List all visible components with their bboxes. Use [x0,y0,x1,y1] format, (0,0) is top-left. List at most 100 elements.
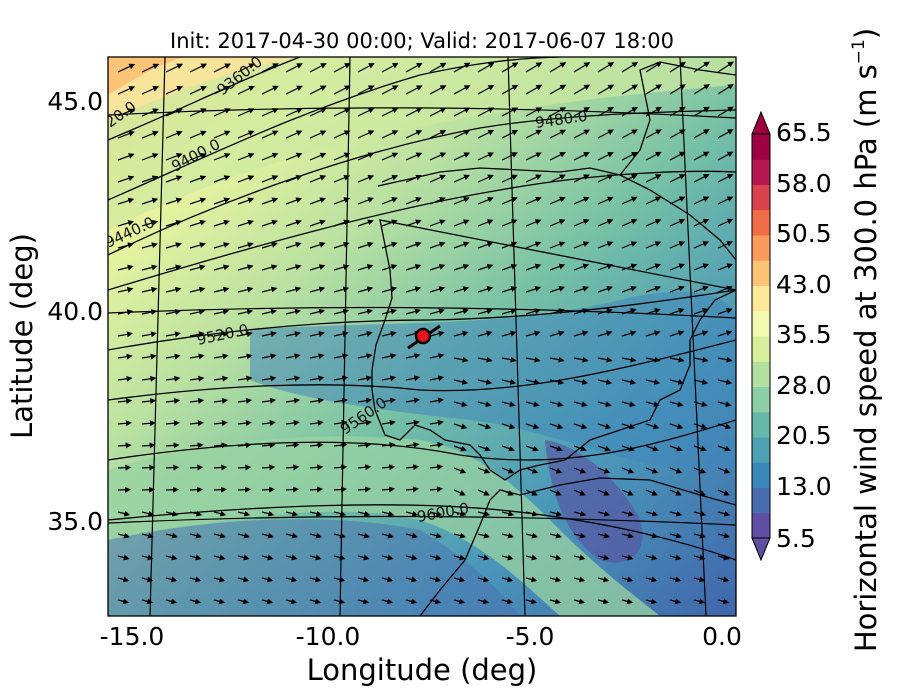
wind-vector [333,353,349,360]
wind-vector [333,464,348,471]
wind-vector [117,532,130,539]
colorbar-segment [752,361,770,387]
wind-vector [357,532,370,539]
wind-vector [525,554,538,561]
y-tick-label: 40.0 [47,297,103,326]
wind-vector [189,598,202,605]
wind-vector [501,263,518,271]
wind-vector [621,532,634,539]
wind-vector [117,63,136,73]
colorbar [751,110,771,562]
wind-vector [477,330,493,337]
wind-vector [573,532,586,539]
wind-vector [189,219,207,227]
wind-vector [669,378,685,385]
wind-vector [261,397,277,404]
wind-vector [165,86,183,95]
wind-vector [189,510,203,517]
wind-vector [501,174,518,183]
colorbar-label-superscript: −1 [849,39,869,64]
wind-vector [165,242,182,249]
wind-vector [405,510,419,517]
wind-vector [333,532,346,539]
wind-vector [309,554,322,561]
wind-vector [213,598,226,605]
colorbar-segment [752,437,770,463]
wind-vector [237,598,250,605]
low-wind-sw [108,519,520,616]
wind-vector [165,286,182,293]
wind-vector [117,286,134,293]
y-tick-label: 45.0 [47,87,103,116]
wind-vector [237,219,254,227]
wind-vector [717,218,734,227]
wind-vector [621,61,639,73]
wind-vector [261,197,279,205]
wind-vector [141,598,154,605]
wind-vector [453,330,469,337]
wind-vector [429,532,442,539]
wind-vector [573,576,586,583]
colorbar-label-end: ) [849,28,883,39]
wind-vector [381,554,394,561]
wind-vector [213,554,226,561]
wind-vector [189,442,204,449]
wind-vector [285,486,299,493]
wind-vector [453,219,470,227]
wind-vector [693,174,710,183]
wind-vector [381,486,395,493]
wind-vector [717,84,734,95]
wind-vector [693,241,710,249]
wind-vector [213,264,230,271]
colorbar-tick-label: 5.5 [776,524,816,553]
wind-vector [117,86,136,95]
wind-vector [189,464,204,471]
x-tick-label: -15.0 [100,622,165,651]
wind-vector [189,130,207,139]
wind-vector [381,308,397,315]
wind-vector [573,308,589,315]
wind-vector [453,152,471,161]
wind-vector [381,286,398,293]
wind-vector [549,308,565,315]
wind-vector [165,576,178,583]
wind-vector [357,264,374,271]
wind-vector [357,286,374,293]
wind-vector [693,467,707,474]
wind-vector [477,378,493,385]
wind-vector [525,423,540,430]
wind-vector [285,219,302,227]
colorbar-label-main: Horizontal wind speed at 300.0 hPa (m s [849,64,883,652]
wind-vector [501,356,517,363]
wind-vector [141,576,154,583]
wind-vector [573,510,587,517]
wind-vector [717,174,734,183]
wind-vector [621,196,638,205]
wind-vector [261,532,274,539]
wind-vector [501,554,514,561]
wind-vector [357,85,375,95]
wind-vector [381,532,394,539]
wind-vector [165,420,180,427]
wind-vector [621,356,637,363]
wind-vector [597,152,614,161]
wind-vector [117,398,133,405]
colorbar-extend-max [751,110,771,135]
wind-vector [453,85,471,95]
wind-vector [573,62,591,73]
wind-vector [645,218,662,227]
wind-vector [213,286,230,293]
wind-vector [285,397,301,404]
wind-vector [525,356,541,363]
wind-vector [429,308,445,315]
wind-vector [165,598,178,605]
wind-vector [285,419,300,426]
wind-vector [669,151,686,161]
wind-vector [669,263,686,271]
wind-vector [453,598,466,605]
wind-vector [645,61,663,73]
wind-vector [189,63,208,73]
wind-vector [333,264,350,271]
wind-vector [717,241,734,249]
wind-vector [141,175,159,183]
